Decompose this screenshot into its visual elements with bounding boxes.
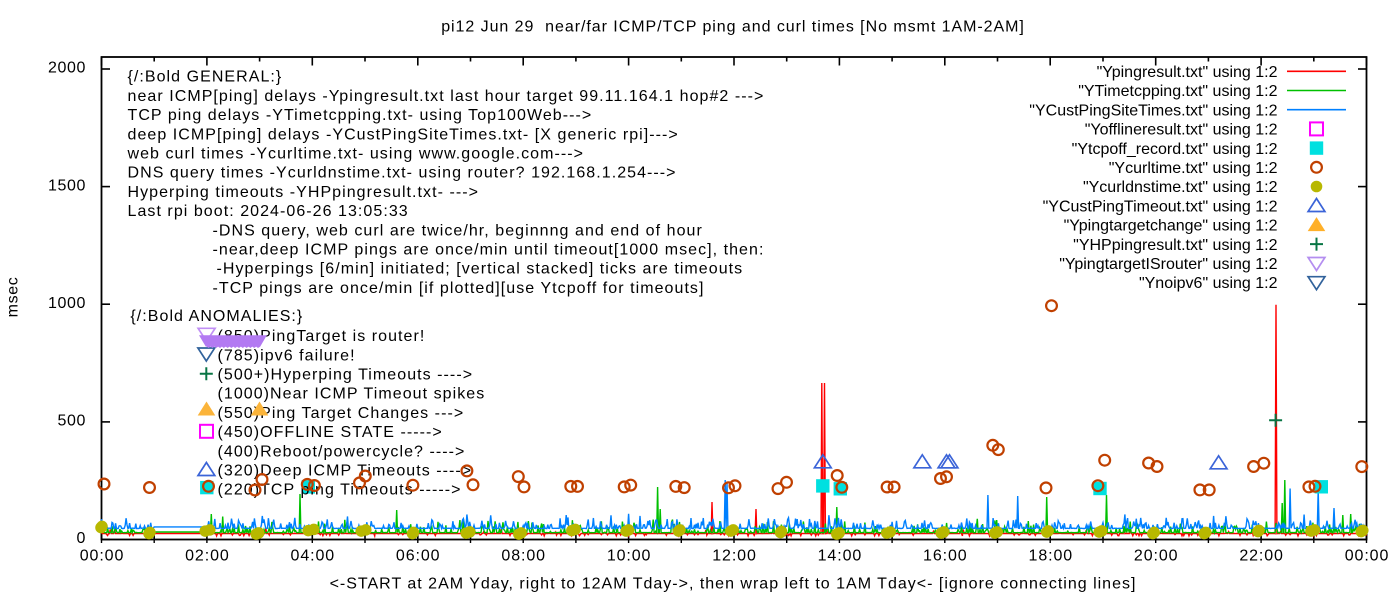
svg-text:0: 0 — [77, 530, 87, 547]
svg-text:deep ICMP[ping] delays -YCustP: deep ICMP[ping] delays -YCustPingSiteTim… — [128, 126, 679, 143]
svg-text:"YCustPingTimeout.txt" using 1: "YCustPingTimeout.txt" using 1:2 — [1043, 198, 1278, 215]
svg-text:00:00: 00:00 — [80, 548, 125, 565]
svg-text:18:00: 18:00 — [1029, 548, 1074, 565]
svg-text:(500+)Hyperping Timeouts ---->: (500+)Hyperping Timeouts ----> — [218, 367, 474, 384]
svg-text:Hyperping timeouts -YHPpingres: Hyperping timeouts -YHPpingresult.txt- -… — [128, 184, 479, 201]
svg-text:12:00: 12:00 — [712, 548, 757, 565]
svg-text:"YHPpingresult.txt" using 1:2: "YHPpingresult.txt" using 1:2 — [1073, 237, 1277, 254]
svg-text:near ICMP[ping] delays -Ypingr: near ICMP[ping] delays -Ypingresult.txt … — [128, 88, 765, 105]
svg-text:(450)OFFLINE STATE ----->: (450)OFFLINE STATE -----> — [218, 424, 443, 441]
svg-text:(550)Ping Target Changes --->: (550)Ping Target Changes ---> — [218, 405, 465, 422]
svg-text:(320)Deep ICMP Timeouts ---->: (320)Deep ICMP Timeouts ----> — [218, 463, 473, 480]
svg-text:"YpingtargetISrouter" using 1:: "YpingtargetISrouter" using 1:2 — [1059, 256, 1277, 273]
svg-text:16:00: 16:00 — [923, 548, 968, 565]
svg-text:"Ycurldnstime.txt" using 1:2: "Ycurldnstime.txt" using 1:2 — [1083, 179, 1278, 196]
svg-text:20:00: 20:00 — [1134, 548, 1179, 565]
svg-text:08:00: 08:00 — [501, 548, 546, 565]
svg-text:"YTimetcpping.txt" using 1:2: "YTimetcpping.txt" using 1:2 — [1078, 83, 1277, 100]
svg-text:"Ycurltime.txt" using 1:2: "Ycurltime.txt" using 1:2 — [1109, 160, 1278, 177]
svg-text:(220)TCP ping Timeouts ----->: (220)TCP ping Timeouts -----> — [218, 482, 462, 499]
svg-text:TCP ping delays -YTimetcpping.: TCP ping delays -YTimetcpping.txt- using… — [128, 107, 593, 124]
svg-text:2000: 2000 — [48, 60, 86, 77]
svg-text:<-START at 2AM Yday, right to: <-START at 2AM Yday, right to 12AM Tday-… — [330, 576, 1137, 593]
svg-text:"YCustPingSiteTimes.txt" using: "YCustPingSiteTimes.txt" using 1:2 — [1029, 102, 1277, 119]
svg-text:04:00: 04:00 — [291, 548, 336, 565]
svg-text:web curl times -Ycurltime.txt-: web curl times -Ycurltime.txt- using www… — [127, 146, 585, 163]
svg-text:(1000)Near ICMP Timeout spikes: (1000)Near ICMP Timeout spikes — [218, 386, 486, 403]
svg-text:(400)Reboot/powercycle? ---->: (400)Reboot/powercycle? ----> — [218, 443, 466, 460]
svg-text:02:00: 02:00 — [185, 548, 230, 565]
svg-text:-Hyperpings [6/min] initiated;: -Hyperpings [6/min] initiated; [vertical… — [217, 261, 744, 278]
svg-text:DNS query times -Ycurldnstime.: DNS query times -Ycurldnstime.txt- using… — [128, 165, 677, 182]
svg-text:"Yofflineresult.txt" using 1:2: "Yofflineresult.txt" using 1:2 — [1085, 122, 1278, 139]
svg-text:1000: 1000 — [48, 295, 86, 312]
svg-text:00:00: 00:00 — [1345, 548, 1390, 565]
svg-text:Last rpi boot: 2024-06-26 13:0: Last rpi boot: 2024-06-26 13:05:33 — [128, 203, 409, 220]
svg-text:-near,deep ICMP pings are once: -near,deep ICMP pings are once/min until… — [213, 242, 765, 259]
svg-text:06:00: 06:00 — [396, 548, 441, 565]
svg-text:{/:Bold GENERAL:}: {/:Bold GENERAL:} — [128, 69, 283, 86]
svg-text:"Ypingresult.txt" using 1:2: "Ypingresult.txt" using 1:2 — [1097, 64, 1278, 81]
svg-text:{/:Bold ANOMALIES:}: {/:Bold ANOMALIES:} — [130, 308, 303, 325]
svg-text:(850)PingTarget is router!: (850)PingTarget is router! — [218, 328, 426, 345]
svg-text:1500: 1500 — [48, 177, 86, 194]
svg-text:10:00: 10:00 — [607, 548, 652, 565]
svg-text:500: 500 — [58, 413, 87, 430]
svg-text:-TCP pings are once/min [if pl: -TCP pings are once/min [if plotted][use… — [213, 280, 705, 297]
svg-text:14:00: 14:00 — [818, 548, 863, 565]
svg-text:(785)ipv6 failure!: (785)ipv6 failure! — [218, 347, 356, 364]
svg-text:"Ytcpoff_record.txt" using 1:2: "Ytcpoff_record.txt" using 1:2 — [1072, 141, 1278, 158]
svg-text:"Ypingtargetchange" using 1:2: "Ypingtargetchange" using 1:2 — [1064, 218, 1278, 235]
svg-text:-DNS query, web curl are twice: -DNS query, web curl are twice/hr, begin… — [213, 222, 703, 239]
svg-text:22:00: 22:00 — [1239, 548, 1284, 565]
svg-text:msec: msec — [5, 277, 22, 318]
svg-text:pi12 Jun 29 near/far ICMP/TCP: pi12 Jun 29 near/far ICMP/TCP ping and c… — [441, 18, 1025, 35]
svg-text:"Ynoipv6" using 1:2: "Ynoipv6" using 1:2 — [1139, 275, 1278, 292]
